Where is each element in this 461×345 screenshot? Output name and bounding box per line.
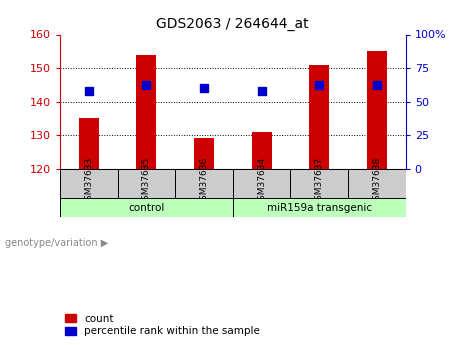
Text: genotype/variation ▶: genotype/variation ▶	[5, 238, 108, 248]
Point	[85, 89, 92, 94]
Bar	[367, 51, 387, 169]
Bar	[118, 169, 175, 198]
Bar	[348, 169, 406, 198]
Text: miR159a transgenic: miR159a transgenic	[266, 203, 372, 213]
Bar	[79, 118, 99, 169]
Bar	[252, 132, 272, 169]
Bar	[175, 169, 233, 198]
Point	[258, 89, 266, 94]
Bar	[290, 169, 348, 198]
Bar	[60, 198, 233, 217]
Text: GSM37634: GSM37634	[257, 157, 266, 206]
Point	[200, 85, 207, 91]
Bar	[194, 138, 214, 169]
Point	[373, 82, 381, 88]
Text: GSM37637: GSM37637	[315, 157, 324, 206]
Text: GSM37635: GSM37635	[142, 157, 151, 206]
Point	[142, 82, 150, 88]
Point	[315, 82, 323, 88]
Bar	[136, 55, 156, 169]
Text: GSM37638: GSM37638	[372, 157, 381, 206]
Legend: count, percentile rank within the sample: count, percentile rank within the sample	[65, 314, 260, 336]
Text: GSM37636: GSM37636	[200, 157, 208, 206]
Title: GDS2063 / 264644_at: GDS2063 / 264644_at	[156, 17, 309, 31]
Bar	[233, 169, 290, 198]
Bar	[309, 65, 329, 169]
Text: control: control	[128, 203, 165, 213]
Text: GSM37633: GSM37633	[84, 157, 93, 206]
Bar	[60, 169, 118, 198]
Bar	[233, 198, 406, 217]
